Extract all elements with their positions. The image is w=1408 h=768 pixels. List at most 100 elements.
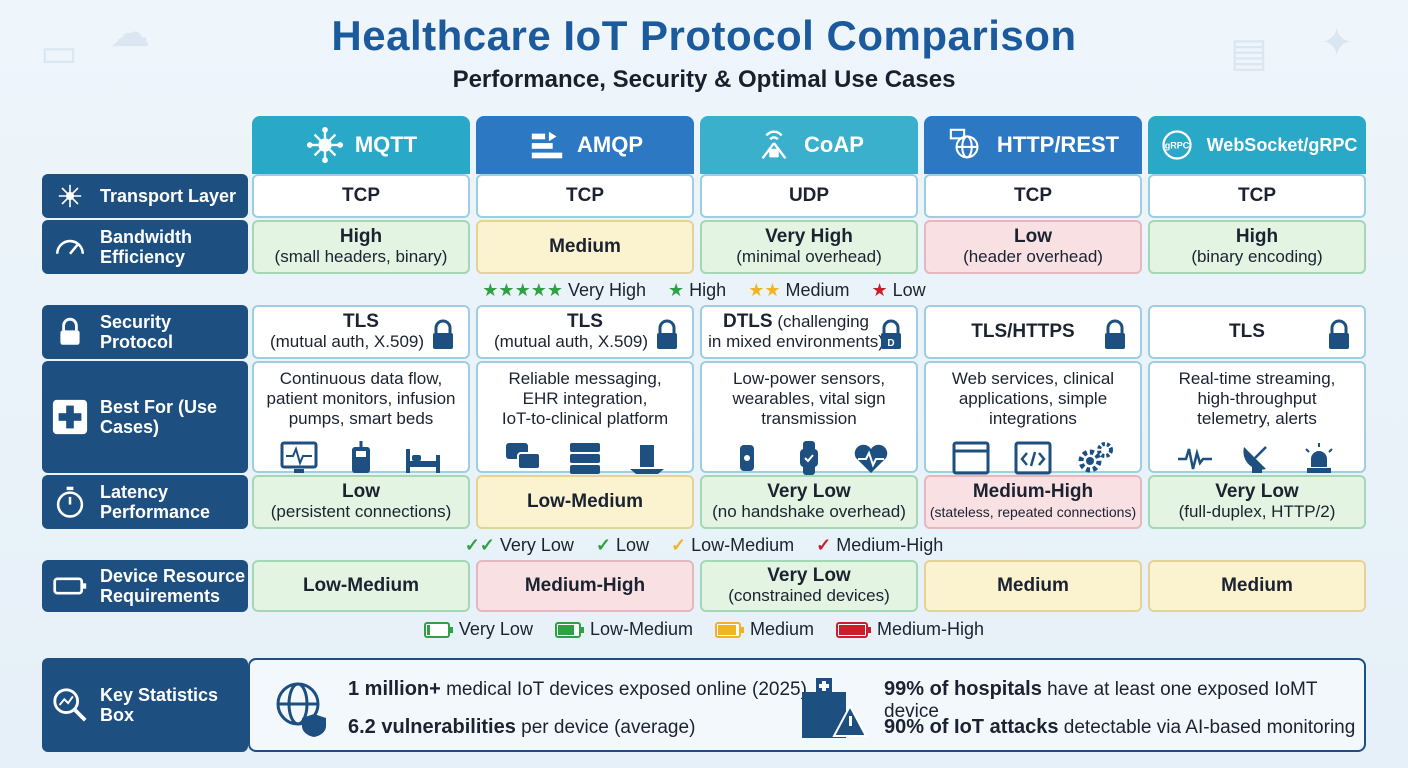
patient-monitor-icon xyxy=(280,441,318,473)
bestfor-coap: Low-power sensors, wearables, vital sign… xyxy=(700,361,918,475)
star-icon: ★ xyxy=(668,280,685,300)
legend-label: Very Low xyxy=(458,619,533,639)
battery-icon xyxy=(50,566,90,606)
infusion-pump-icon xyxy=(352,441,370,473)
alarm-siren-icon xyxy=(1305,443,1333,473)
usecase-icons xyxy=(1176,441,1338,475)
resources-value: Low-Medium xyxy=(302,575,420,596)
hospital-building-icon xyxy=(630,445,664,474)
bestfor-amqp: Reliable messaging, EHR integration, IoT… xyxy=(476,361,694,474)
padlock-icon xyxy=(50,312,90,352)
battery-medium-icon xyxy=(715,621,744,638)
bestfor-line: Reliable messaging, xyxy=(508,369,662,388)
latency-value: Very Low xyxy=(767,481,851,502)
transport-value: TCP xyxy=(1238,185,1276,206)
bandwidth-mqtt: High (small headers, binary) xyxy=(252,220,470,274)
header-http-rest: HTTP/REST xyxy=(924,116,1142,174)
latency-websocket: Very Low (full-duplex, HTTP/2) xyxy=(1148,475,1366,529)
hub-icon xyxy=(305,125,345,165)
bestfor-line: telemetry, alerts xyxy=(1197,409,1317,428)
header-label: HTTP/REST xyxy=(996,132,1120,157)
row-label-bandwidth: Bandwidth Efficiency xyxy=(42,220,248,274)
check-icon: ✓ xyxy=(595,535,611,555)
row-label-bestfor: Best For (Use Cases) xyxy=(42,361,248,473)
page-title: Healthcare IoT Protocol Comparison xyxy=(331,12,1077,59)
security-mqtt: TLS (mutual auth, X.509) xyxy=(252,305,470,359)
legend-label: Low xyxy=(892,280,926,300)
legend-low-medium: Low-Medium xyxy=(554,619,693,640)
bandwidth-value: Low xyxy=(1014,226,1052,247)
latency-coap: Very Low (no handshake overhead) xyxy=(700,475,918,529)
document-bg-icon: ▤ xyxy=(1230,31,1268,75)
bestfor-line: patient monitors, infusion xyxy=(266,389,456,408)
bandwidth-value: Very High xyxy=(765,226,853,247)
server-icon xyxy=(570,443,600,474)
browser-window-icon xyxy=(952,441,990,475)
bandwidth-amqp: Medium xyxy=(476,220,694,274)
lock-icon xyxy=(657,319,677,349)
transport-http: TCP xyxy=(924,174,1142,218)
battery-half-icon xyxy=(554,621,584,638)
legend-label: Medium xyxy=(750,619,815,639)
legend-label: Very Low xyxy=(499,535,574,555)
security-note: (mutual auth, X.509) xyxy=(269,332,425,351)
latency-note: (persistent connections) xyxy=(270,502,452,521)
transport-coap: UDP xyxy=(700,174,918,218)
bestfor-line: transmission xyxy=(761,409,857,428)
stat-devices-exposed: 1 million+ medical IoT devices exposed o… xyxy=(348,678,807,701)
stat-text: detectable via AI-based monitoring xyxy=(1058,717,1356,738)
legend-low: ✓ Low xyxy=(596,535,649,556)
bandwidth-note: (minimal overhead) xyxy=(736,247,882,266)
transport-value: TCP xyxy=(566,185,604,206)
latency-note: (full-duplex, HTTP/2) xyxy=(1178,502,1336,521)
transport-value: TCP xyxy=(1014,185,1052,206)
security-http: TLS/HTTPS xyxy=(924,305,1142,359)
stat-text: per device (average) xyxy=(515,717,696,738)
bandwidth-value: High xyxy=(1235,226,1279,247)
page-subtitle: Performance, Security & Optimal Use Case… xyxy=(452,66,956,93)
latency-value: Low xyxy=(342,481,380,502)
sensor-band-icon xyxy=(740,445,754,471)
legend-label: High xyxy=(689,280,727,300)
stat-attacks: 90% of IoT attacks detectable via AI-bas… xyxy=(884,716,1355,739)
latency-value: Low-Medium xyxy=(526,491,644,512)
bandwidth-value: High xyxy=(339,226,383,247)
row-label-text: Security Protocol xyxy=(100,312,174,352)
legend-medium-high: Medium-High xyxy=(836,619,984,640)
resources-http: Medium xyxy=(924,560,1142,612)
security-value: TLS/HTTPS xyxy=(971,321,1075,342)
satellite-dish-icon xyxy=(1243,446,1267,473)
bestfor-line: IoT-to-clinical platform xyxy=(501,409,669,428)
legend-medium: ★★ Medium xyxy=(748,280,849,301)
stat-highlight: 90% of IoT attacks xyxy=(884,716,1059,738)
security-coap: DTLS (challenging in mixed environments)… xyxy=(700,305,918,359)
hospital-warning-icon xyxy=(802,678,868,738)
security-websocket: TLS xyxy=(1148,305,1366,359)
header-label: AMQP xyxy=(577,132,643,157)
latency-mqtt: Low (persistent connections) xyxy=(252,475,470,529)
bestfor-line: high-throughput xyxy=(1197,389,1317,408)
sensor-icon xyxy=(754,125,794,165)
resources-coap: Very Low (constrained devices) xyxy=(700,560,918,612)
row-label-latency: Latency Performance xyxy=(42,475,248,529)
stat-highlight: 99% of hospitals xyxy=(884,678,1042,700)
usecase-icons xyxy=(280,441,442,475)
row-label-text: Best For (Use Cases) xyxy=(100,397,218,437)
latency-note: (stateless, repeated connections) xyxy=(929,504,1137,520)
lock-icon xyxy=(433,319,453,349)
resources-mqtt: Low-Medium xyxy=(252,560,470,612)
dtls-lock-icon: D xyxy=(881,319,901,349)
resources-legend: Very Low Low-Medium Medium Medium-High xyxy=(0,619,1408,640)
bandwidth-value: Medium xyxy=(549,236,621,257)
security-value: TLS xyxy=(567,311,603,332)
latency-legend: ✓✓ Very Low ✓ Low ✓ Low-Medium ✓ Medium-High xyxy=(0,535,1408,556)
lock-icon xyxy=(1105,319,1125,349)
latency-amqp: Low-Medium xyxy=(476,475,694,529)
transport-websocket: TCP xyxy=(1148,174,1366,218)
latency-note: (no handshake overhead) xyxy=(712,502,906,521)
monitor-bg-icon: ▭ xyxy=(40,31,78,75)
legend-label: Low xyxy=(616,535,650,555)
header-coap: CoAP xyxy=(700,116,918,174)
row-label-text: Device Resource Requirements xyxy=(100,566,246,606)
bandwidth-note: (binary encoding) xyxy=(1191,247,1323,266)
